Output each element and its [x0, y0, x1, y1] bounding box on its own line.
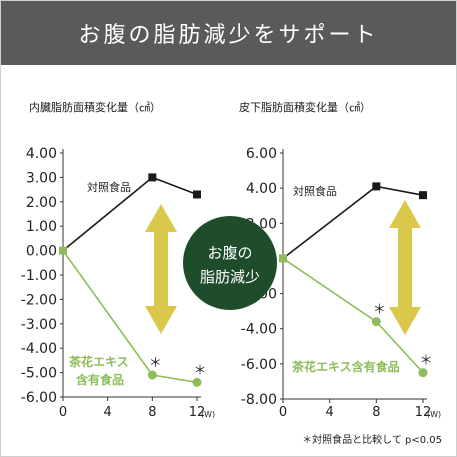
data-point-tea [371, 317, 381, 327]
y-tick-label: -5.00 [21, 366, 57, 382]
y-tick-label: -4.00 [241, 322, 277, 338]
data-point-control [193, 190, 201, 199]
x-tick-label: 4 [104, 405, 112, 420]
y-tick-label: 0.00 [26, 244, 57, 260]
x-tick-label: 12 [415, 405, 432, 420]
data-point-control [372, 182, 381, 191]
series-label-tea-2: 含有食品 [76, 372, 124, 387]
y-tick-label: -6.00 [21, 390, 57, 406]
data-point-control [148, 173, 157, 182]
y-tick-label: 1.00 [26, 219, 57, 235]
y-tick-label: -3.00 [21, 317, 57, 333]
x-tick-label: 0 [59, 405, 67, 420]
y-tick-label: -6.00 [241, 357, 277, 373]
data-point-control [419, 191, 427, 200]
y-tick-label: -2.00 [21, 292, 57, 308]
data-point-tea [418, 368, 428, 378]
data-point-origin [59, 246, 67, 255]
significance-footnote: ＊対照食品と比較して p<0.05 [302, 435, 442, 446]
header-banner: お腹の脂肪減少をサポート [1, 1, 456, 65]
center-badge [183, 216, 277, 310]
header-title: お腹の脂肪減少をサポート [78, 23, 379, 48]
x-tick-label: 12 [189, 405, 206, 420]
x-tick-label: 8 [148, 405, 156, 420]
y-tick-label: -4.00 [21, 341, 57, 357]
x-tick-label: 4 [326, 405, 334, 420]
y-tick-label: -8.00 [241, 392, 277, 408]
x-tick-label: 8 [372, 405, 380, 420]
y-tick-label: 4.00 [246, 181, 277, 197]
y-tick-label: 2.00 [26, 195, 57, 211]
significance-marker: ＊ [419, 354, 432, 369]
significance-marker: ＊ [193, 363, 206, 378]
y-tick-label: 3.00 [26, 170, 57, 186]
significance-marker: ＊ [149, 356, 162, 371]
data-point-tea [192, 377, 202, 387]
y-tick-label: -1.00 [21, 268, 57, 284]
series-label-tea: 茶花エキス [68, 354, 129, 369]
x-tick-label: 0 [279, 405, 287, 420]
double-arrow-icon [145, 204, 177, 334]
y-tick-label: 4.00 [26, 146, 57, 162]
series-label-control: 対照食品 [87, 180, 131, 194]
significance-marker: ＊ [373, 303, 386, 318]
x-unit-label: (W) [201, 410, 215, 419]
data-point-tea [147, 370, 157, 380]
chart-title: 内臓脂肪面積変化量（㎠） [29, 100, 161, 114]
badge-text-1: お腹の [207, 244, 252, 262]
double-arrow-icon [389, 200, 421, 335]
series-label-tea: 茶花エキス含有食品 [291, 359, 400, 374]
badge-text-2: 脂肪減少 [200, 268, 260, 286]
chart-title: 皮下脂肪面積変化量（㎠） [239, 100, 371, 114]
y-tick-label: 6.00 [246, 146, 277, 162]
x-unit-label: (W) [427, 410, 441, 419]
data-point-origin [279, 254, 287, 263]
series-label-control: 対照食品 [293, 184, 337, 198]
